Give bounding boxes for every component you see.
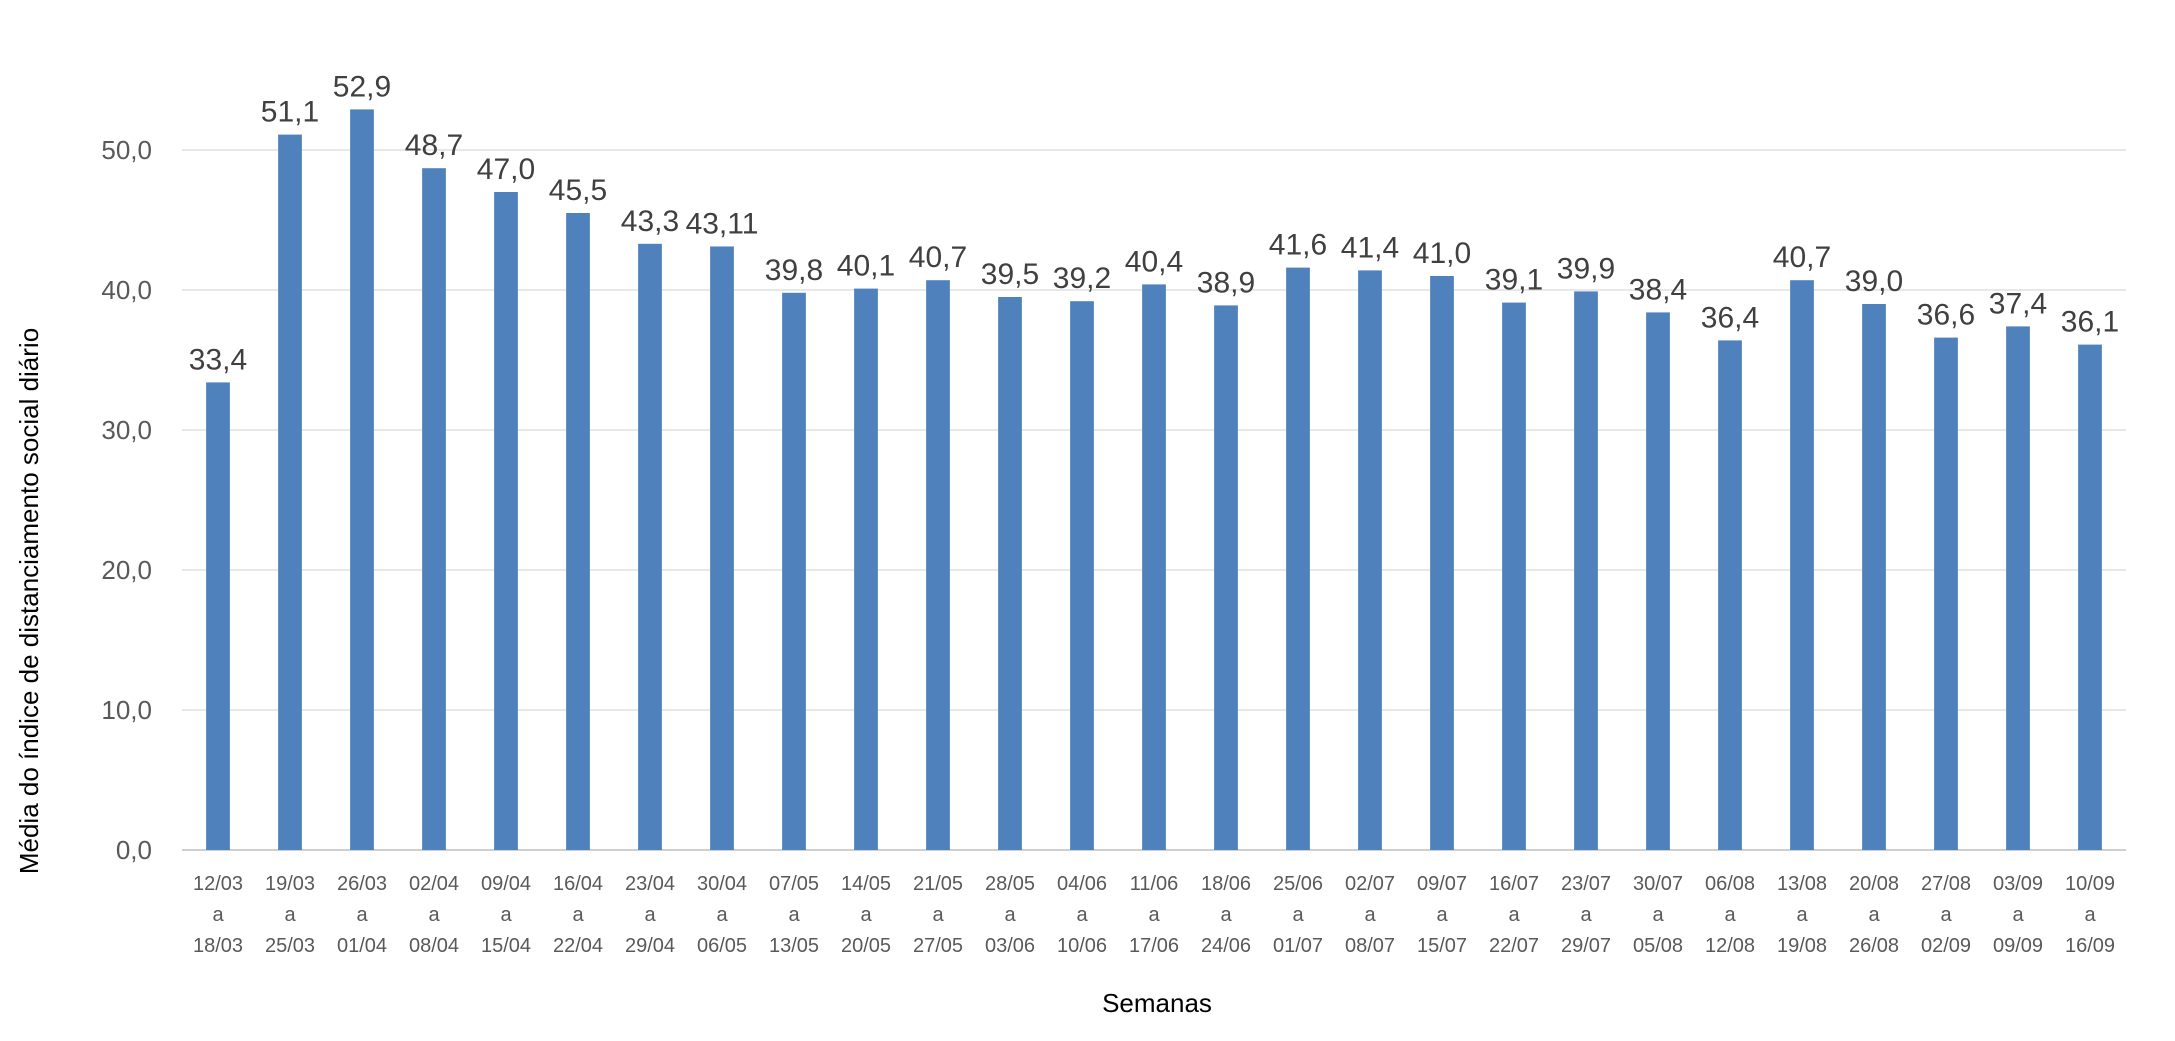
x-tick-label: 06/08 a 12/08 [1705,873,1755,957]
x-tick-label: 28/05 a 03/06 [985,873,1035,957]
data-label: 41,4 [1341,231,1399,264]
x-tick-label: 09/04 a 15/04 [481,873,531,957]
data-label: 39,5 [981,258,1039,291]
bar [926,280,950,850]
x-tick-label: 30/07 a 05/08 [1633,873,1683,957]
x-tick-label: 30/04 a 06/05 [697,873,747,957]
data-label: 43,3 [621,205,679,238]
bar [1574,291,1598,850]
x-tick-label: 19/03 a 25/03 [265,873,315,957]
y-tick-label: 50,0 [101,135,152,165]
bar [1790,280,1814,850]
x-tick-label: 14/05 a 20/05 [841,873,891,957]
data-label: 51,1 [261,96,319,129]
bar [2078,344,2102,850]
data-label: 43,11 [686,207,759,240]
bar [782,292,806,850]
y-tick-label: 10,0 [101,695,152,725]
x-tick-label: 02/07 a 08/07 [1345,873,1395,957]
x-tick-label: 16/07 a 22/07 [1489,873,1539,957]
y-tick-label: 0,0 [116,835,152,865]
x-tick-label: 23/04 a 29/04 [625,873,675,957]
x-tick-label: 02/04 a 08/04 [409,873,459,957]
data-label: 45,5 [549,174,607,207]
data-label: 39,2 [1053,262,1111,295]
data-label: 41,6 [1269,229,1327,262]
x-tick-label: 20/08 a 26/08 [1849,873,1899,957]
bar [350,109,374,850]
x-tick-label: 13/08 a 19/08 [1777,873,1827,957]
data-label: 40,7 [909,241,967,274]
bar [206,382,230,850]
bar [1358,270,1382,850]
data-label: 39,0 [1845,265,1903,298]
x-tick-label: 21/05 a 27/05 [913,873,963,957]
x-tick-label: 23/07 a 29/07 [1561,873,1611,957]
bar [1070,301,1094,850]
bar [998,297,1022,850]
x-tick-label: 07/05 a 13/05 [769,873,819,957]
bar [638,243,662,851]
data-label: 39,9 [1557,252,1615,285]
bar [1862,304,1886,850]
data-label: 40,7 [1773,241,1831,274]
bar [1214,305,1238,850]
data-label: 36,6 [1917,299,1975,332]
data-label: 37,4 [1989,287,2047,320]
x-tick-label: 16/04 a 22/04 [553,873,603,957]
data-label: 40,4 [1125,245,1183,278]
x-tick-label: 11/06 a 17/06 [1129,873,1179,957]
data-label: 39,1 [1485,264,1543,297]
x-axis-title: Semanas [1102,988,1212,1018]
y-axis-ticks: 0,0 10,0 20,0 30,0 40,0 50,0 [101,135,152,865]
data-label: 33,4 [189,343,247,376]
bar [710,246,734,850]
x-tick-label: 09/07 a 15/07 [1417,873,1467,957]
data-label: 38,4 [1629,273,1687,306]
bar [278,134,302,851]
x-tick-label: 10/09 a 16/09 [2065,873,2115,957]
bar [1934,337,1958,851]
data-label: 48,7 [405,129,463,162]
y-tick-label: 20,0 [101,555,152,585]
data-label: 52,9 [333,70,391,103]
bar [1502,302,1526,851]
bar [1646,312,1670,850]
y-tick-label: 40,0 [101,275,152,305]
y-tick-label: 30,0 [101,415,152,445]
bar [2006,326,2030,850]
data-label: 40,1 [837,250,895,283]
bar [422,168,446,850]
x-tick-label: 18/06 a 24/06 [1201,873,1251,957]
bar [1142,284,1166,850]
bar [1430,276,1454,850]
data-label: 39,8 [765,254,823,287]
data-label: 36,1 [2061,306,2119,339]
x-tick-label: 27/08 a 02/09 [1921,873,1971,957]
data-label: 38,9 [1197,266,1255,299]
data-label: 41,0 [1413,237,1471,270]
bar [1718,340,1742,850]
x-axis-ticks: 12/03 a 18/03 19/03 a 25/03 26/03 a 01/04 02/04 a 0… [193,873,2115,957]
bar [494,192,518,850]
x-tick-label: 25/06 a 01/07 [1273,873,1323,957]
x-tick-label: 26/03 a 01/04 [337,873,387,957]
bar [1286,267,1310,851]
data-label: 47,0 [477,153,535,186]
x-tick-label: 04/06 a 10/06 [1057,873,1107,957]
data-label: 36,4 [1701,301,1759,334]
bars [206,109,2102,851]
x-tick-label: 03/09 a 09/09 [1993,873,2043,957]
x-tick-label: 12/03 a 18/03 [193,873,243,957]
bar [566,213,590,850]
bar [854,288,878,851]
y-axis-title: Média do índice de distanciamento social… [14,328,44,874]
